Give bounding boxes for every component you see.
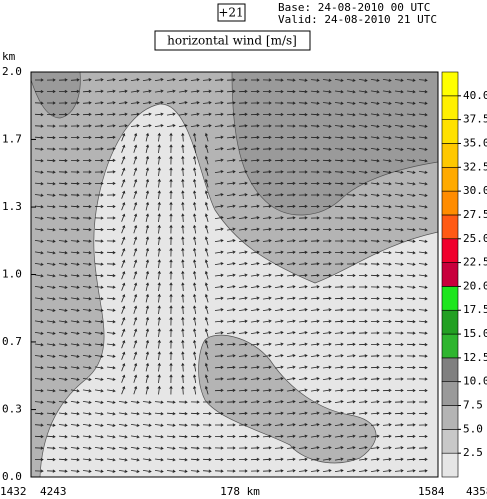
x-label: 178 km (220, 485, 260, 498)
colorbar-label: 32.5 (463, 160, 487, 173)
y-tick-label: 2.0 (2, 65, 22, 78)
y-tick-label: 1.7 (2, 132, 22, 145)
colorbar-label: 35.0 (463, 136, 487, 149)
colorbar-label: 20.0 (463, 279, 487, 292)
colorbar-box (441, 286, 459, 311)
plot-area (30, 71, 439, 478)
colorbar-box (441, 333, 459, 359)
colorbar-label: 15.0 (463, 327, 487, 340)
wind-arrows (34, 78, 428, 473)
colorbar-box (441, 71, 459, 97)
colorbar-box (441, 238, 459, 263)
base-time: Base: 24-08-2010 00 UTC (278, 1, 430, 14)
x-label: 1432 (0, 485, 27, 498)
colorbar-box (441, 357, 459, 383)
dark-region (231, 71, 439, 216)
x-label: 4243 (40, 485, 67, 498)
colorbar-label: 5.0 (463, 422, 483, 435)
y-tick-label: 0.7 (2, 335, 22, 348)
colorbar-label: 25.0 (463, 232, 487, 245)
colorbar-box (441, 309, 459, 335)
colorbar-box (441, 166, 459, 192)
colorbar-box (441, 119, 459, 144)
y-tick-label: 1.0 (2, 268, 22, 281)
colorbar-label: 17.5 (463, 303, 487, 316)
colorbar-label: 27.5 (463, 208, 487, 221)
colorbar-label: 2.5 (463, 446, 483, 459)
colorbar-box (441, 452, 459, 478)
panel-title: horizontal wind [m/s] (167, 34, 297, 48)
colorbar-box (441, 381, 459, 406)
colorbar-box (441, 95, 459, 120)
colorbar-label: 7.5 (463, 399, 483, 412)
y-unit: km (2, 50, 16, 63)
colorbar-box (441, 262, 459, 287)
colorbar-label: 40.0 (463, 89, 487, 102)
colorbar-box (441, 190, 459, 216)
colorbar-label: 12.5 (463, 351, 487, 364)
colorbar-label: 22.5 (463, 256, 487, 269)
colorbar-box (441, 405, 459, 430)
colorbar-label: 37.5 (463, 113, 487, 126)
dark-region (30, 71, 81, 119)
y-tick-label: 0.3 (2, 403, 22, 416)
colorbar-box (441, 143, 459, 168)
step: +21 (218, 6, 243, 20)
x-label: 1584 (418, 485, 445, 498)
colorbar-label: 30.0 (463, 184, 487, 197)
valid-time: Valid: 24-08-2010 21 UTC (278, 13, 437, 26)
y-tick-label: 1.3 (2, 200, 22, 213)
colorbar-box (441, 429, 459, 454)
colorbar-box (441, 214, 459, 240)
colorbar-label: 10.0 (463, 375, 487, 388)
x-label: 4358 (466, 485, 487, 498)
title-box (154, 30, 311, 51)
y-tick-label: 0.0 (2, 470, 22, 483)
step-box (217, 3, 246, 22)
